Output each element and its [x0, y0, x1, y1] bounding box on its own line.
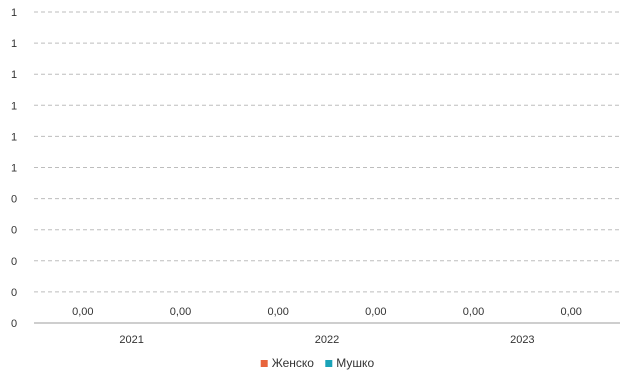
- label-layer: 0,00 0,00 0,00 0,00 0,00 0,00: [72, 306, 582, 318]
- data-label: 0,00: [560, 306, 581, 318]
- y-tick-label: 1: [11, 131, 17, 143]
- y-tick-label: 1: [11, 69, 17, 81]
- y-tick-label: 1: [11, 7, 17, 19]
- data-label: 0,00: [267, 306, 288, 318]
- legend-layer: Женско Мушко: [260, 356, 374, 370]
- x-tick-label: 2023: [510, 334, 534, 346]
- legend-swatch: [260, 360, 268, 367]
- y-tick-label: 0: [11, 318, 17, 330]
- data-label: 0,00: [170, 306, 191, 318]
- y-tick-label: 1: [11, 100, 17, 112]
- y-tick-label: 0: [11, 287, 17, 299]
- legend-label: Мушко: [336, 356, 374, 370]
- x-tick-label: 2021: [119, 334, 143, 346]
- y-tick-label: 0: [11, 225, 17, 237]
- data-label: 0,00: [365, 306, 386, 318]
- x-tick-label: 2022: [315, 334, 339, 346]
- y-tick-label: 1: [11, 163, 17, 175]
- legend-label: Женско: [272, 356, 315, 370]
- y-tick-label: 0: [11, 194, 17, 206]
- data-label: 0,00: [463, 306, 484, 318]
- legend-swatch: [325, 360, 333, 367]
- axis-layer: 0 0 0 0 0 1 1 1 1 1 1 2021 2022 2023: [11, 7, 620, 346]
- grid-layer: [34, 11, 620, 293]
- y-tick-label: 0: [11, 256, 17, 268]
- y-tick-label: 1: [11, 38, 17, 50]
- data-label: 0,00: [72, 306, 93, 318]
